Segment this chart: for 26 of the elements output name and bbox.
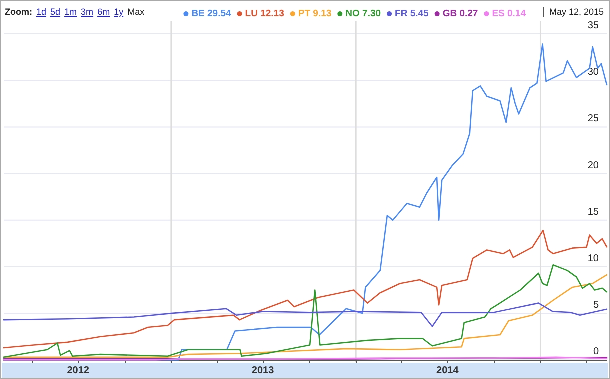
text: 5d xyxy=(50,7,61,17)
legend-label: PT 9.13 xyxy=(298,8,332,20)
y-tick-label: 25 xyxy=(588,114,600,125)
text: 1m xyxy=(64,7,78,17)
text: 6m xyxy=(98,7,110,17)
text: Zoom: xyxy=(5,7,32,17)
legend-label: LU 12.13 xyxy=(245,8,284,20)
legend-label: BE 29.54 xyxy=(192,8,232,20)
y-tick-label: 0 xyxy=(593,346,600,358)
legend-label: NO 7.30 xyxy=(346,8,382,20)
y-tick-label: 10 xyxy=(588,253,600,264)
y-tick-label: 15 xyxy=(588,206,600,218)
text: Max xyxy=(128,7,145,17)
y-tick-label: 35 xyxy=(588,20,600,32)
legend-label: GB 0.27 xyxy=(442,8,478,20)
x-tick-label: 2013 xyxy=(252,366,275,376)
text: May 12, 2015 xyxy=(543,7,604,17)
text: 3m xyxy=(81,7,94,17)
x-tick-label: 2014 xyxy=(436,366,460,376)
text: 1y xyxy=(114,7,124,17)
legend-label: ES 0.14 xyxy=(492,8,527,20)
y-tick-label: 5 xyxy=(593,300,600,312)
legend-label: FR 5.45 xyxy=(395,8,430,20)
x-tick-label: 2012 xyxy=(67,366,90,376)
text: 1d xyxy=(36,7,47,17)
y-tick-label: 20 xyxy=(588,160,600,172)
